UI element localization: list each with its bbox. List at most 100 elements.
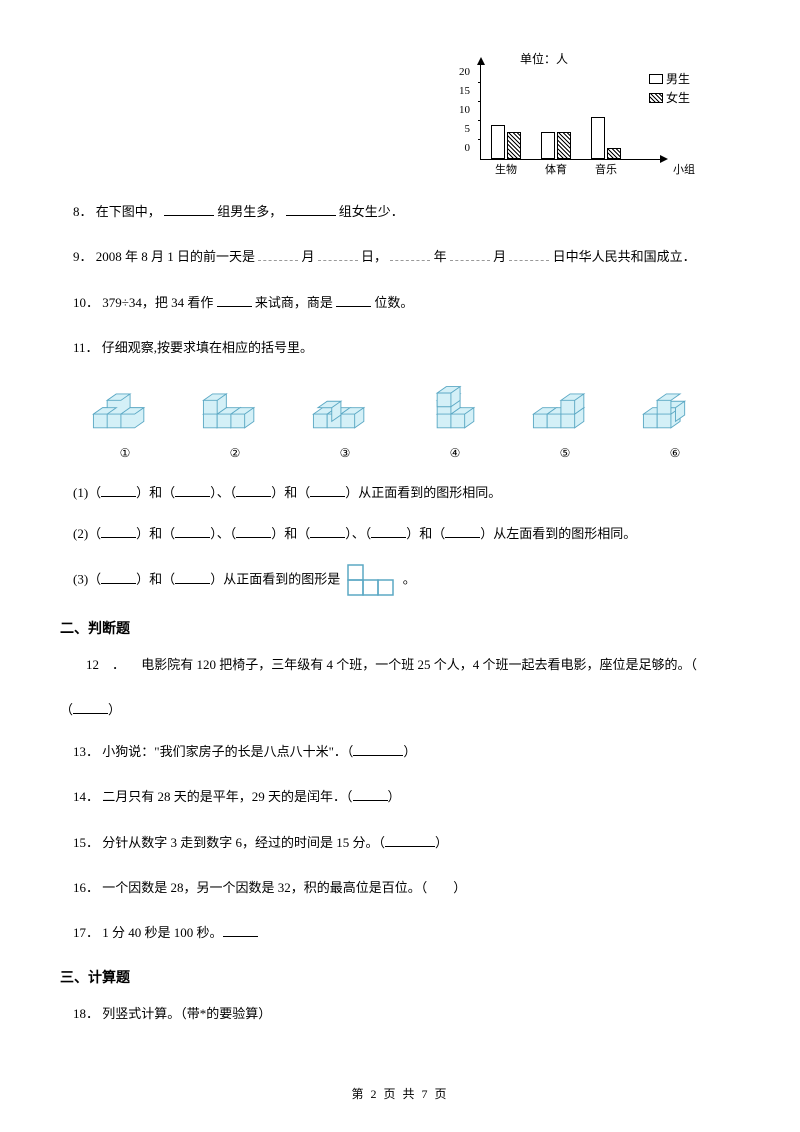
question-11-1: (1)（）和（）、（）和（）从正面看到的图形相同。 xyxy=(60,481,740,504)
l-shape-icon xyxy=(346,563,396,598)
section-3-title: 三、计算题 xyxy=(60,967,740,987)
question-18: 18． 列竖式计算。（带*的要验算） xyxy=(60,1002,740,1025)
legend-label-girls: 女生 xyxy=(666,89,690,106)
text: ）和（ xyxy=(271,526,310,541)
blank-input[interactable] xyxy=(258,247,298,261)
cube-shape-icon xyxy=(88,382,163,437)
q13-num: 13． xyxy=(73,744,99,759)
question-10: 10． 379÷34，把 34 看作 来试商，商是 位数。 xyxy=(60,291,740,314)
question-12-end: （） xyxy=(60,699,740,718)
question-16: 16． 一个因数是 28，另一个因数是 32，积的最高位是百位。（ ） xyxy=(60,876,740,899)
text: ）和（ xyxy=(136,526,175,541)
blank-input[interactable] xyxy=(164,202,214,216)
section-2-title: 二、判断题 xyxy=(60,618,740,638)
blank-input[interactable] xyxy=(223,923,258,937)
blank-input[interactable] xyxy=(101,524,136,538)
q12-end: ） xyxy=(108,702,121,717)
blank-input[interactable] xyxy=(236,483,271,497)
q11-num: 11． xyxy=(73,340,99,355)
cube-shape-icon xyxy=(418,382,493,437)
question-12: 12 ． 电影院有 120 把椅子，三年级有 4 个班，一个班 25 个人，4 … xyxy=(60,653,740,676)
q11-2-label: (2)（ xyxy=(73,526,101,541)
blank-input[interactable] xyxy=(175,524,210,538)
q11-text: 仔细观察,按要求填在相应的括号里。 xyxy=(102,340,313,355)
cube-4: ④ xyxy=(418,382,493,461)
q11-1-label: (1)（ xyxy=(73,485,101,500)
text: ）和（ xyxy=(136,485,175,500)
q8-text-c: 组女生少． xyxy=(339,204,404,219)
cube-shape-icon xyxy=(198,382,273,437)
blank-input[interactable] xyxy=(236,524,271,538)
blank-input[interactable] xyxy=(390,247,430,261)
q9-text-c: 日， xyxy=(361,249,387,264)
cube-num-2: ② xyxy=(198,446,273,461)
q15-end: ） xyxy=(435,835,448,850)
blank-input[interactable] xyxy=(101,570,136,584)
bar-biology-girls xyxy=(507,132,521,159)
question-9: 9． 2008 年 8 月 1 日的前一天是 月 日， 年 月 日中华人民共和国… xyxy=(60,245,740,268)
cube-shape-icon xyxy=(638,382,713,437)
blank-input[interactable] xyxy=(318,247,358,261)
blank-input[interactable] xyxy=(217,293,252,307)
text: ）从左面看到的图形相同。 xyxy=(480,526,636,541)
question-11: 11． 仔细观察,按要求填在相应的括号里。 xyxy=(60,336,740,359)
blank-input[interactable] xyxy=(286,202,336,216)
blank-input[interactable] xyxy=(353,787,388,801)
text: ）和（ xyxy=(136,572,175,587)
y-tick-15: 15 xyxy=(459,85,470,97)
cube-num-5: ⑤ xyxy=(528,446,603,461)
blank-input[interactable] xyxy=(445,524,480,538)
tick xyxy=(478,82,481,83)
bar-sports-boys xyxy=(541,132,555,159)
q8-num: 8． xyxy=(73,204,93,219)
legend-label-boys: 男生 xyxy=(666,70,690,87)
tick xyxy=(478,120,481,121)
cube-num-6: ⑥ xyxy=(638,446,713,461)
blank-input[interactable] xyxy=(175,483,210,497)
blank-input[interactable] xyxy=(385,833,435,847)
q15-num: 15． xyxy=(73,835,99,850)
blank-input[interactable] xyxy=(310,483,345,497)
blank-input[interactable] xyxy=(371,524,406,538)
x-label-sports: 体育 xyxy=(541,161,571,177)
q14-num: 14． xyxy=(73,789,99,804)
q15-text: 分针从数字 3 走到数字 6，经过的时间是 15 分。（ xyxy=(102,835,385,850)
cube-shape-icon xyxy=(528,382,603,437)
blank-input[interactable] xyxy=(101,483,136,497)
cube-shape-icon xyxy=(308,382,383,437)
blank-input[interactable] xyxy=(73,700,108,714)
question-8: 8． 在下图中， 组男生多， 组女生少． xyxy=(60,200,740,223)
q10-text-c: 位数。 xyxy=(374,295,413,310)
q10-text-b: 来试商，商是 xyxy=(255,295,333,310)
q14-text: 二月只有 28 天的是平年，29 天的是闰年．（ xyxy=(102,789,352,804)
q13-end: ） xyxy=(403,744,416,759)
q16-text: 一个因数是 28，另一个因数是 32，积的最高位是百位。（ ） xyxy=(102,880,466,895)
cube-2: ② xyxy=(198,382,273,461)
q9-text-e: 月 xyxy=(493,249,506,264)
q14-end: ） xyxy=(388,789,401,804)
blank-input[interactable] xyxy=(450,247,490,261)
y-tick-5: 5 xyxy=(465,123,471,135)
bar-biology-boys xyxy=(491,125,505,159)
blank-input[interactable] xyxy=(310,524,345,538)
chart-plot-area: 生物 体育 音乐 小组 xyxy=(480,65,660,160)
q8-text-a: 在下图中， xyxy=(96,204,161,219)
cubes-row: ① ② ③ xyxy=(60,382,740,461)
cube-6: ⑥ xyxy=(638,382,713,461)
q9-text-d: 年 xyxy=(434,249,447,264)
text: 。 xyxy=(403,572,416,587)
q17-text: 1 分 40 秒是 100 秒。 xyxy=(102,925,222,940)
text: ）、（ xyxy=(210,485,236,500)
cube-num-4: ④ xyxy=(418,446,493,461)
question-17: 17． 1 分 40 秒是 100 秒。 xyxy=(60,921,740,944)
blank-input[interactable] xyxy=(509,247,549,261)
blank-input[interactable] xyxy=(336,293,371,307)
q13-text: 小狗说："我们家房子的长是八点八十米"．（ xyxy=(102,744,353,759)
q12-num: 12 ． xyxy=(86,657,125,672)
bar-chart: 单位：人 男生 女生 0 5 10 15 20 生物 体育 音乐 xyxy=(440,50,700,190)
q18-text: 列竖式计算。（带*的要验算） xyxy=(102,1006,271,1021)
x-label-biology: 生物 xyxy=(491,161,521,177)
blank-input[interactable] xyxy=(175,570,210,584)
blank-input[interactable] xyxy=(353,742,403,756)
q12-text: 电影院有 120 把椅子，三年级有 4 个班，一个班 25 个人，4 个班一起去… xyxy=(128,657,697,672)
